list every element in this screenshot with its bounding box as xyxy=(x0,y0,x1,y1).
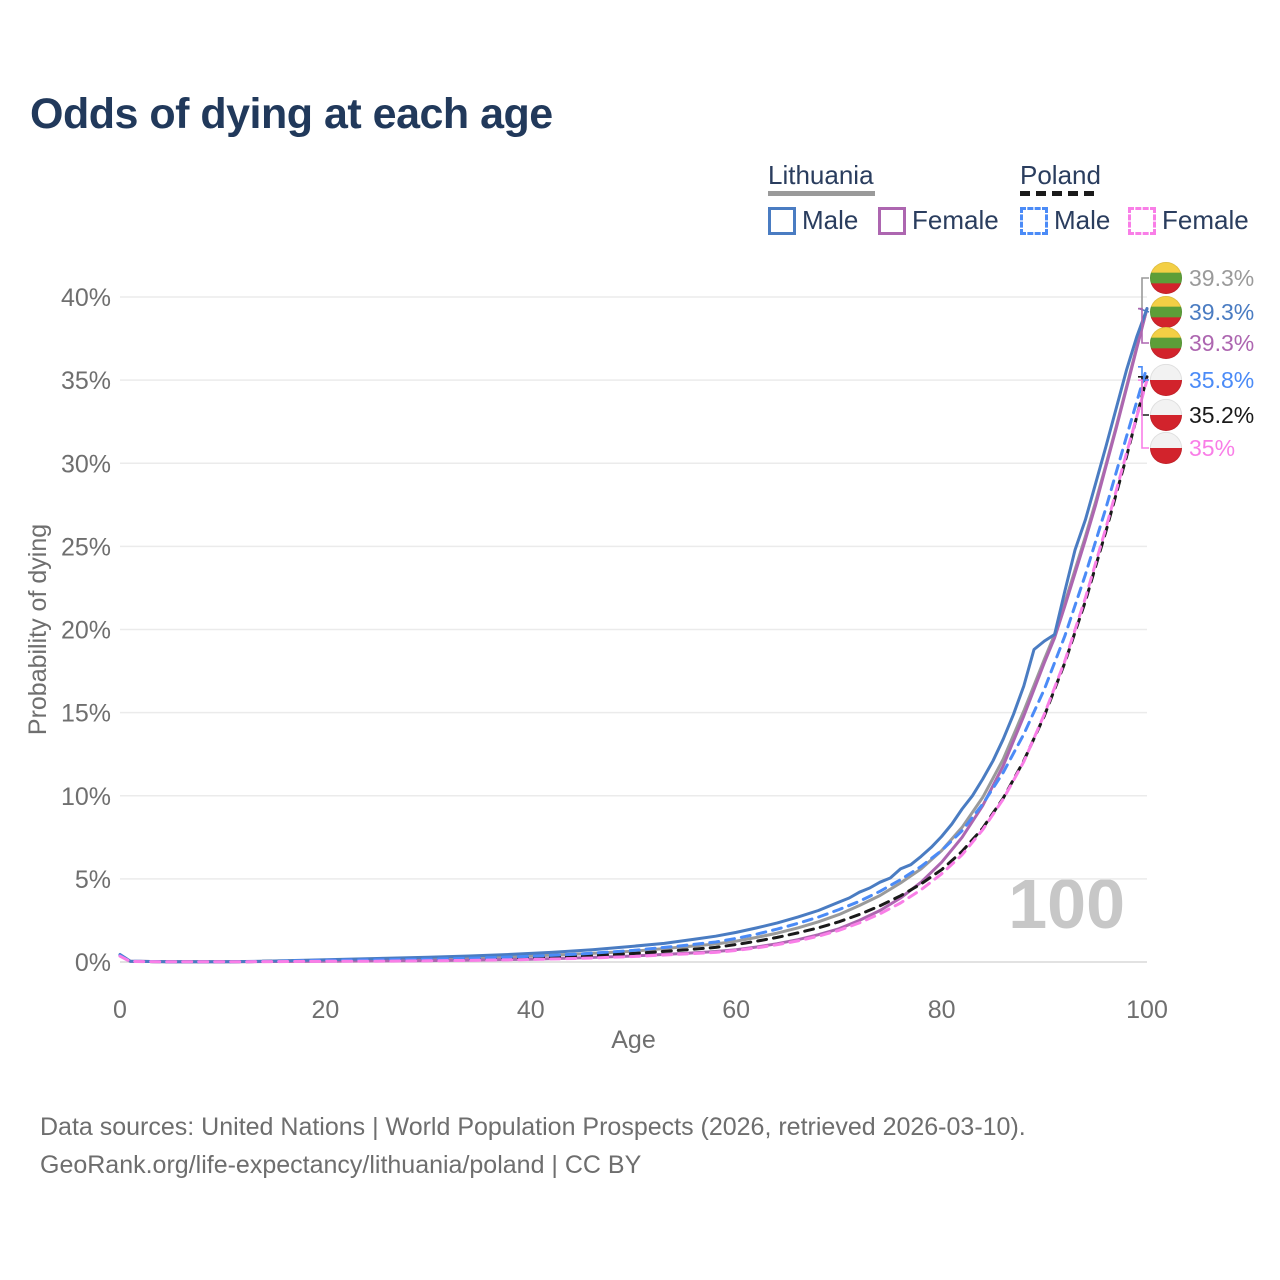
lithuania-flag-icon xyxy=(1150,262,1182,294)
legend-item-lithuania-male[interactable]: Male xyxy=(768,205,858,236)
x-tick-label: 20 xyxy=(311,996,339,1024)
legend-label: Female xyxy=(912,205,999,235)
end-label-value: 39.3% xyxy=(1189,265,1254,291)
end-label-value: 39.3% xyxy=(1189,299,1254,325)
age-watermark: 100 xyxy=(1008,865,1125,943)
y-tick-label: 15% xyxy=(61,700,111,728)
end-label-leader xyxy=(1138,277,1149,310)
y-axis-label: Probability of dying xyxy=(24,524,52,735)
legend-item-lithuania-female[interactable]: Female xyxy=(878,205,999,236)
lithuania-male-swatch xyxy=(768,206,796,235)
legend-item-poland-female[interactable]: Female xyxy=(1128,205,1249,236)
end-label-value: 35% xyxy=(1189,435,1235,461)
legend-country-lithuania[interactable]: Lithuania xyxy=(768,160,874,190)
x-tick-label: 0 xyxy=(113,996,127,1024)
x-tick-label: 60 xyxy=(722,996,750,1024)
lithuania-female-swatch xyxy=(878,206,906,235)
end-label-value: 35.8% xyxy=(1189,367,1254,393)
series-line-lithuania-both[interactable] xyxy=(118,307,1149,964)
data-sources-line1: Data sources: United Nations | World Pop… xyxy=(40,1113,1026,1141)
legend-country-poland[interactable]: Poland xyxy=(1020,160,1101,190)
poland-flag-icon xyxy=(1150,432,1182,464)
y-tick-label: 20% xyxy=(61,617,111,645)
x-tick-label: 80 xyxy=(928,996,956,1024)
y-tick-label: 0% xyxy=(75,949,111,977)
x-axis-label: Age xyxy=(611,1026,655,1054)
legend-label: Male xyxy=(1054,205,1111,235)
poland-line-swatch xyxy=(1020,191,1100,196)
x-tick-label: 40 xyxy=(517,996,545,1024)
legend-label: Female xyxy=(1162,205,1249,235)
series-line-lithuania-female[interactable] xyxy=(118,307,1149,964)
poland-female-swatch xyxy=(1128,206,1156,235)
legend-item-poland-male[interactable]: Male xyxy=(1020,205,1110,236)
y-tick-label: 25% xyxy=(61,533,111,561)
y-tick-label: 30% xyxy=(61,450,111,478)
end-label-leader xyxy=(1138,366,1149,381)
y-tick-label: 40% xyxy=(61,284,111,312)
end-label-value: 39.3% xyxy=(1189,330,1254,356)
poland-flag-icon xyxy=(1150,364,1182,396)
chart-svg: 0% 5% 10% 15% 20% 25% 30% 35% 40% 0 20 40 60 80 100 Age… xyxy=(24,261,1254,1054)
page-title: Odds of dying at each age xyxy=(30,90,553,138)
y-tick-label: 5% xyxy=(75,866,111,894)
end-label-leader xyxy=(1138,379,1149,449)
end-label-leader xyxy=(1138,307,1149,344)
poland-flag-icon xyxy=(1150,399,1182,431)
lithuania-flag-icon xyxy=(1150,296,1182,328)
series-line-poland-male[interactable] xyxy=(118,365,1149,964)
series-line-lithuania-male[interactable] xyxy=(118,307,1149,964)
series-line-poland-female[interactable] xyxy=(118,378,1149,964)
end-label-value: 35.2% xyxy=(1189,402,1254,428)
lithuania-line-swatch xyxy=(768,191,875,196)
y-tick-label: 10% xyxy=(61,783,111,811)
lithuania-flag-icon xyxy=(1150,327,1182,359)
data-sources-line2[interactable]: GeoRank.org/life-expectancy/lithuania/po… xyxy=(40,1151,642,1179)
series-line-poland-both[interactable] xyxy=(118,375,1149,964)
poland-male-swatch xyxy=(1020,206,1048,235)
legend-label: Male xyxy=(802,205,859,235)
x-tick-label: 100 xyxy=(1126,996,1168,1024)
y-tick-label: 35% xyxy=(61,367,111,395)
data-sources: Data sources: United Nations | World Pop… xyxy=(40,1108,1026,1184)
